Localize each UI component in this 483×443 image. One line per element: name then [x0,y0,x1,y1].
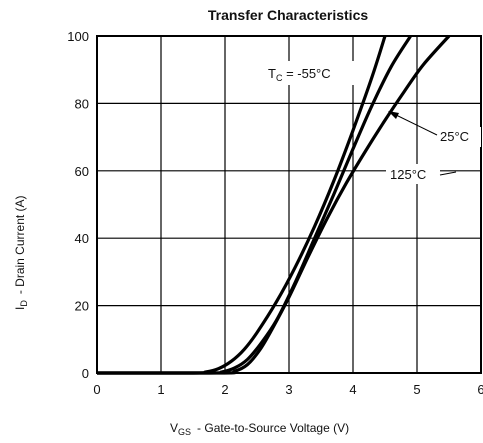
y-tick-label-2: 40 [75,231,89,246]
x-tick-label-6: 6 [477,382,483,397]
annotation-55c-text: = -55°C [282,66,330,81]
series-line-2 [97,34,451,375]
y-tick-label-0: 0 [82,366,89,381]
x-tick-labels: 0 1 2 3 4 5 6 [93,382,483,397]
x-axis-label-subscript: GS [178,427,191,437]
grid [97,36,481,373]
series-line-0 [97,35,387,375]
x-tick-label-4: 4 [349,382,356,397]
x-tick-label-0: 0 [93,382,100,397]
annotation-bg-55c [262,61,357,85]
y-tick-label-1: 20 [75,299,89,314]
y-axis-label: ID - Drain Current (A) [13,195,29,310]
x-tick-label-1: 1 [157,382,164,397]
y-tick-labels: 0 20 40 60 80 100 [67,29,89,381]
x-axis-label-text: - Gate-to-Source Voltage (V) [197,421,349,435]
annotation-55c: TC = -55°C [268,66,331,83]
x-axis-label-prefix: V [170,421,178,435]
plot-frame [96,35,482,374]
annotation-leader-125c [439,171,457,176]
annotation-bg-125c [386,164,440,184]
annotation-25c: 25°C [440,129,469,144]
series-line-1 [97,35,412,375]
annotation-bg-25c [436,127,481,147]
y-axis-label-subscript: D [19,300,29,307]
x-tick-label-3: 3 [285,382,292,397]
y-axis-label-text: - Drain Current (A) [13,195,27,294]
annotation-leader-25c [391,112,438,136]
y-tick-label-3: 60 [75,164,89,179]
annotation-arrowhead-25c [388,111,399,119]
annotation-125c: 125°C [390,167,426,182]
annotation-55c-subscript: C [276,73,283,83]
series-group [97,34,451,375]
y-axis-label-prefix: I [13,307,27,310]
x-axis-label: VGS - Gate-to-Source Voltage (V) [170,421,349,437]
x-tick-label-2: 2 [221,382,228,397]
y-tick-label-4: 80 [75,96,89,111]
y-tick-label-5: 100 [67,29,89,44]
annotation-55c-prefix: T [268,66,276,81]
chart-title: Transfer Characteristics [208,7,369,23]
x-tick-label-5: 5 [413,382,420,397]
